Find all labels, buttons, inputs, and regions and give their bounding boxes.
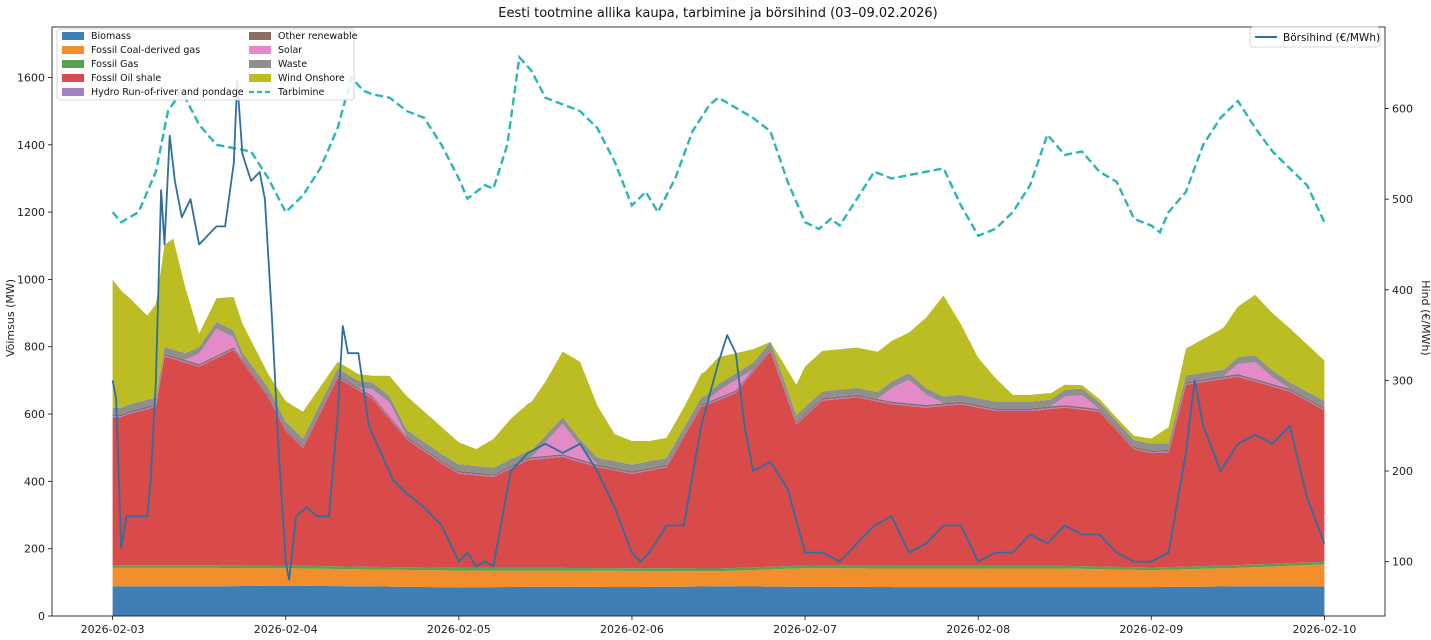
area-waste — [112, 321, 1325, 475]
area-solar — [112, 328, 1325, 475]
legend-swatch — [62, 32, 84, 40]
x-tick-label: 2026-02-06 — [600, 623, 664, 636]
y-tick-label: 1000 — [17, 273, 45, 286]
y-tick-label: 1200 — [17, 206, 45, 219]
y-tick-label: 400 — [24, 475, 45, 488]
legend-swatch — [249, 46, 271, 54]
legend-label: Börsihind (€/MWh) — [1283, 32, 1380, 44]
x-tick-label: 2026-02-03 — [81, 623, 145, 636]
consumption-line — [111, 54, 1326, 238]
x-tick-label: 2026-02-08 — [946, 623, 1010, 636]
x-tick-label: 2026-02-04 — [254, 623, 318, 636]
y2-tick-label: 200 — [1392, 465, 1413, 478]
plot-frame — [51, 26, 1386, 617]
legend-box — [1249, 26, 1381, 48]
y2-tick-label: 100 — [1392, 556, 1413, 569]
x-tick-label: 2026-02-09 — [1119, 623, 1183, 636]
x-tick-label: 2026-02-10 — [1292, 623, 1356, 636]
x-tick-label: 2026-02-07 — [773, 623, 837, 636]
legend-label: Fossil Coal-derived gas — [91, 45, 200, 56]
axes: 0 200 400 600 800 1000 1200 1400 1600 100 200 300 40… — [17, 26, 1413, 636]
area-wind-onshore — [112, 238, 1325, 468]
legend-label: Hydro Run-of-river and pondage — [91, 87, 244, 98]
legend-swatch — [249, 60, 271, 68]
area-fossil-oil-shale — [112, 349, 1325, 569]
plot-area — [111, 54, 1326, 616]
legend-swatch — [62, 74, 84, 82]
y-axis-label: Võimsus (MW) — [4, 279, 17, 357]
legend-swatch — [249, 74, 271, 82]
y2-tick-label: 400 — [1392, 284, 1413, 297]
legend-label: Tarbimine — [277, 87, 325, 98]
y-tick-label: 1400 — [17, 139, 45, 152]
legend-swatch — [62, 46, 84, 54]
legend-swatch — [62, 60, 84, 68]
area-fossil-gas — [112, 561, 1325, 572]
legend-price: Börsihind (€/MWh) — [1249, 26, 1381, 48]
legend-label: Fossil Oil shale — [91, 73, 161, 84]
legend-sources: Biomass Fossil Coal-derived gas Fossil Gas… — [56, 28, 358, 101]
legend-label: Wind Onshore — [278, 73, 345, 84]
legend-label: Biomass — [91, 31, 131, 42]
y-tick-label: 200 — [24, 543, 45, 556]
y2-tick-label: 300 — [1392, 374, 1413, 387]
area-fossil-coal-derived-gas — [112, 564, 1325, 588]
x-tick-label: 2026-02-05 — [427, 623, 491, 636]
chart-title: Eesti tootmine allika kaupa, tarbimine j… — [498, 6, 937, 21]
y2-tick-label: 500 — [1392, 193, 1413, 206]
y2-tick-label: 600 — [1392, 103, 1413, 116]
legend-box — [56, 28, 355, 101]
y-tick-label: 800 — [24, 341, 45, 354]
legend-label: Other renewable — [278, 31, 358, 42]
legend-label: Solar — [278, 45, 302, 56]
area-hydro-run-of-river-and-pondage — [112, 348, 1325, 477]
legend-swatch — [249, 32, 271, 40]
y2-axis-label: Hind (€/MWh) — [1419, 280, 1431, 355]
legend-label: Fossil Gas — [91, 59, 138, 70]
legend-swatch — [62, 88, 84, 96]
area-biomass — [112, 585, 1325, 616]
y-tick-label: 0 — [38, 610, 45, 623]
y-tick-label: 1600 — [17, 71, 45, 84]
y-tick-label: 600 — [24, 408, 45, 421]
area-other-renewable — [112, 347, 1325, 476]
price-line — [111, 80, 1326, 581]
legend-label: Waste — [278, 59, 307, 70]
